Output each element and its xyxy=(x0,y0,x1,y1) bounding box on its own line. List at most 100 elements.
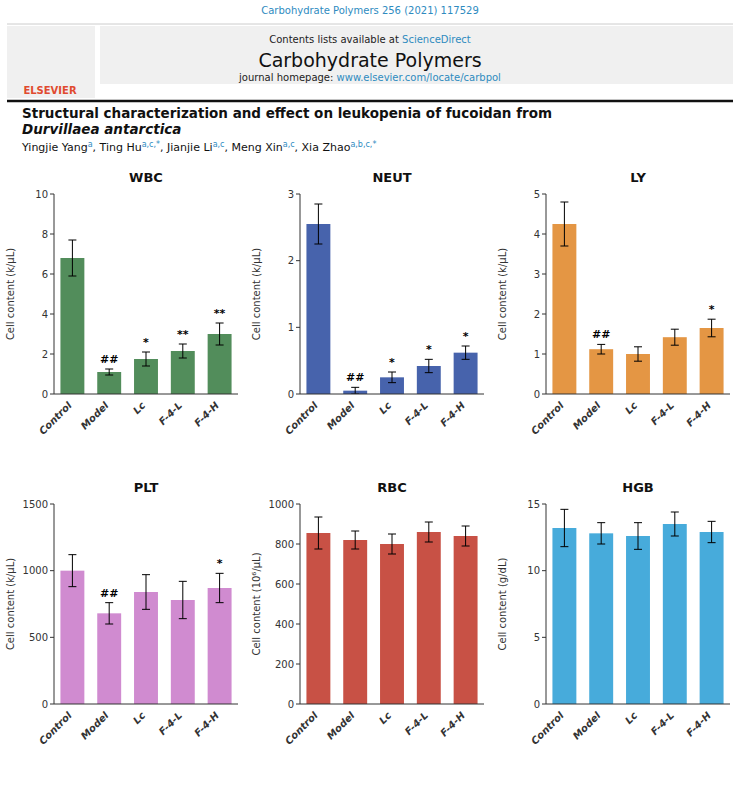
error-cap xyxy=(216,345,224,346)
y-tick xyxy=(542,704,546,705)
y-tick-label: 0 xyxy=(42,699,48,710)
x-tick-label: Lc xyxy=(623,710,640,727)
y-axis xyxy=(54,504,55,704)
error-bar xyxy=(68,555,76,587)
error-bar xyxy=(179,344,187,358)
panel-title: HGB xyxy=(622,480,653,495)
x-tick-label: Lc xyxy=(377,400,394,417)
error-cap xyxy=(560,202,568,203)
logo-box xyxy=(7,26,95,98)
authors: Yingjie Yanga, Ting Hua,c,*, Jianjie Lia… xyxy=(21,140,376,155)
panel: RBC02004006008001000Cell content (10⁶/μL… xyxy=(251,480,484,747)
y-tick-label: 2 xyxy=(534,309,540,320)
y-tick-label: 0 xyxy=(534,389,540,400)
error-cap xyxy=(314,549,322,550)
error-stem xyxy=(674,329,675,345)
error-cap xyxy=(671,536,679,537)
error-bar xyxy=(142,352,150,366)
error-cap xyxy=(671,512,679,513)
error-cap xyxy=(105,369,113,370)
error-bar xyxy=(351,531,359,549)
error-bar xyxy=(179,581,187,618)
error-bar xyxy=(671,329,679,345)
annotation: ** xyxy=(214,307,226,320)
marks xyxy=(552,202,723,394)
bar xyxy=(589,533,613,704)
y-axis-label: Cell content (k/μL) xyxy=(5,248,16,340)
x-tick-label: Model xyxy=(79,709,111,741)
y-tick xyxy=(296,584,300,585)
error-cap xyxy=(560,546,568,547)
x-axis xyxy=(546,394,730,395)
y-tick-label: 4 xyxy=(42,309,48,320)
error-cap xyxy=(597,544,605,545)
error-cap xyxy=(388,372,396,373)
error-cap xyxy=(708,521,716,522)
error-stem xyxy=(711,319,712,337)
bar xyxy=(60,258,84,394)
error-stem xyxy=(392,534,393,554)
x-tick-label: Control xyxy=(283,709,320,746)
bar xyxy=(306,224,330,394)
background xyxy=(0,0,740,805)
y-tick xyxy=(542,274,546,275)
error-cap xyxy=(68,554,76,555)
x-tick-label: Control xyxy=(283,399,320,436)
x-axis xyxy=(300,394,484,395)
error-cap xyxy=(216,602,224,603)
error-bar xyxy=(216,323,224,345)
x-tick-label: F-4-L xyxy=(649,710,677,738)
article-title: Durvillaea antarctica xyxy=(22,121,181,137)
error-bar xyxy=(462,346,470,359)
error-cap xyxy=(462,346,470,347)
journal-url: www.elsevier.com/locate/carbpol xyxy=(337,72,501,83)
x-tick-label: Model xyxy=(325,709,357,741)
error-stem xyxy=(601,344,602,354)
error-stem xyxy=(146,575,147,610)
error-cap xyxy=(425,522,433,523)
x-tick-label: Model xyxy=(571,399,603,431)
error-cap xyxy=(634,522,642,523)
x-axis xyxy=(54,394,238,395)
y-tick-label: 8 xyxy=(42,229,48,240)
y-tick xyxy=(50,637,54,638)
error-cap xyxy=(708,319,716,320)
annotation: * xyxy=(709,303,715,316)
marks xyxy=(306,517,477,704)
error-stem xyxy=(355,531,356,549)
panel: LY012345Cell content (k/μL)ControlModelL… xyxy=(497,170,730,437)
x-axis xyxy=(54,704,238,705)
y-tick xyxy=(296,624,300,625)
y-tick xyxy=(50,354,54,355)
y-tick xyxy=(296,194,300,195)
y-tick xyxy=(542,234,546,235)
bar xyxy=(663,337,687,394)
citation: Carbohydrate Polymers 256 (2021) 117529 xyxy=(261,5,479,16)
panel: HGB051015Cell content (g/dL)ControlModel… xyxy=(497,480,730,747)
y-tick-label: 2 xyxy=(42,349,48,360)
error-bar xyxy=(388,534,396,554)
error-bar xyxy=(708,319,716,337)
error-cap xyxy=(142,366,150,367)
error-bar xyxy=(560,202,568,246)
error-cap xyxy=(105,375,113,376)
error-stem xyxy=(318,204,319,244)
y-axis xyxy=(546,504,547,704)
error-cap xyxy=(68,240,76,241)
error-stem xyxy=(465,346,466,359)
contents-text: Contents lists available at xyxy=(269,34,402,45)
y-tick-label: 800 xyxy=(275,539,294,550)
x-tick-label: Model xyxy=(79,399,111,431)
y-axis xyxy=(54,194,55,394)
error-stem xyxy=(318,517,319,549)
x-tick-label: Lc xyxy=(377,710,394,727)
bar xyxy=(208,588,232,704)
y-tick-label: 1500 xyxy=(23,499,48,510)
error-cap xyxy=(179,358,187,359)
bar xyxy=(97,372,121,394)
y-tick-label: 0 xyxy=(42,389,48,400)
y-tick-label: 0 xyxy=(288,699,294,710)
marks xyxy=(60,555,231,704)
panel-title: LY xyxy=(630,170,646,185)
error-cap xyxy=(142,574,150,575)
